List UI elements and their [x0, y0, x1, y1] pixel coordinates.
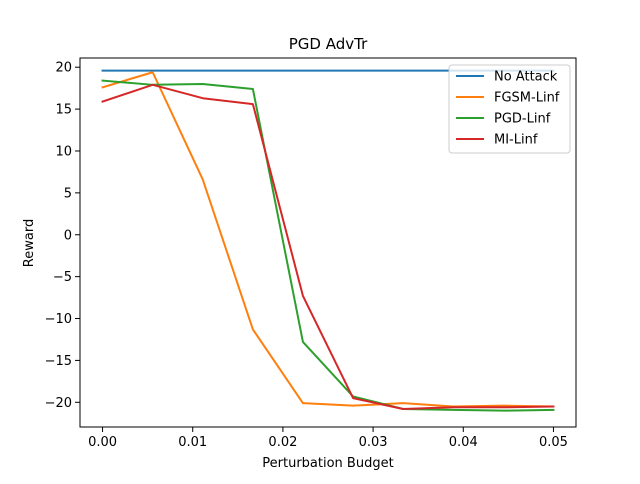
y-tick-label: 5: [64, 186, 72, 201]
x-tick-label: 0.04: [449, 435, 478, 450]
legend-label-fgsm-linf: FGSM-Linf: [494, 91, 560, 106]
y-tick-label: 15: [55, 103, 72, 118]
x-axis-label: Perturbation Budget: [262, 456, 393, 471]
series-line-pgd-linf: [101, 79, 555, 412]
y-tick-label: −5: [53, 270, 72, 285]
legend: No Attack FGSM-Linf PGD-Linf MI-Linf: [448, 64, 571, 154]
legend-label-no-attack: No Attack: [494, 70, 558, 85]
y-axis: 20 15 10 5 0 −5 −10 −15 −20: [45, 61, 80, 411]
plot-area: [101, 69, 555, 412]
x-tick-label: 0.03: [359, 435, 388, 450]
chart-title: PGD AdvTr: [289, 35, 368, 53]
series-line-fgsm-linf: [101, 71, 555, 408]
y-tick-label: −20: [45, 396, 72, 411]
y-tick-label: 0: [64, 228, 72, 243]
legend-label-mi-linf: MI-Linf: [494, 133, 538, 148]
y-tick-label: 10: [55, 144, 72, 159]
series-line-mi-linf: [101, 83, 555, 410]
x-tick-label: 0.05: [539, 435, 568, 450]
y-axis-label: Reward: [22, 219, 37, 267]
y-tick-label: 20: [55, 61, 72, 76]
y-tick-label: −15: [45, 354, 72, 369]
legend-label-pgd-linf: PGD-Linf: [494, 112, 551, 127]
x-tick-label: 0.01: [178, 435, 207, 450]
legend-box: [448, 64, 571, 154]
x-axis: 0.00 0.01 0.02 0.03 0.04 0.05: [88, 427, 568, 450]
y-tick-label: −10: [45, 312, 72, 327]
axes-frame: [79, 57, 577, 428]
x-tick-label: 0.02: [268, 435, 297, 450]
x-tick-label: 0.00: [88, 435, 117, 450]
